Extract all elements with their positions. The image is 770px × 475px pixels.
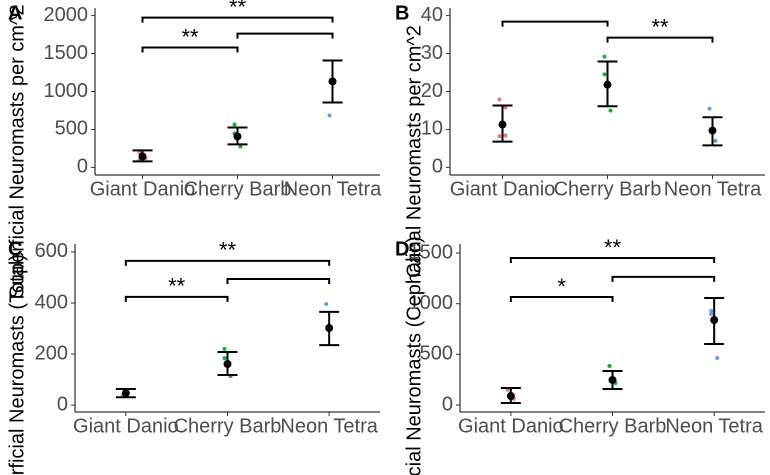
data-point: [607, 363, 612, 368]
x-tick-label: Giant Danio: [73, 415, 179, 437]
y-tick-label: 20: [421, 80, 443, 102]
significance-bracket: [509, 256, 716, 263]
mean-dot: [138, 152, 147, 161]
y-tick-label: 40: [421, 4, 443, 26]
significance-label: **: [229, 0, 247, 19]
significance-bracket: [509, 295, 614, 302]
significance-label: **: [168, 274, 186, 299]
data-point: [232, 122, 237, 127]
significance-label: **: [219, 238, 237, 263]
mean-dot: [603, 80, 612, 89]
significance-bracket: [226, 277, 331, 284]
significance-bracket: [611, 275, 716, 282]
x-tick-label: Neon Tetra: [284, 178, 382, 200]
y-tick-label: 2000: [44, 4, 89, 26]
x-tick-label: Neon Tetra: [664, 178, 762, 200]
y-tick-label: 500: [420, 343, 453, 365]
y-tick-label: 500: [55, 118, 88, 140]
significance-label: **: [604, 235, 622, 260]
data-point: [238, 144, 243, 149]
x-tick-label: Neon Tetra: [665, 415, 763, 437]
data-point: [709, 312, 714, 317]
y-axis-title: Superficial Neuromasts per cm^2: [6, 5, 28, 299]
data-point: [503, 133, 508, 138]
y-tick-label: 0: [442, 393, 453, 415]
mean-dot: [325, 324, 334, 332]
mean-dot: [506, 391, 515, 400]
x-tick-label: Giant Danio: [458, 415, 564, 437]
data-point: [497, 134, 502, 139]
y-tick-label: 1500: [409, 241, 454, 263]
y-tick-label: 1000: [44, 80, 89, 102]
data-point: [222, 356, 227, 361]
y-axis-title: Superficial Neuromasts (Cephalic): [403, 236, 425, 475]
y-tick-label: 10: [421, 118, 443, 140]
y-axis-title: Superficial Neuromasts (Total): [6, 254, 28, 475]
mean-dot: [710, 315, 719, 324]
significance-bracket: [124, 295, 229, 302]
data-point: [222, 346, 227, 351]
significance-label: **: [651, 14, 669, 39]
data-point: [602, 72, 607, 77]
data-point: [602, 54, 607, 59]
y-tick-label: 200: [35, 342, 68, 364]
significance-bracket: [236, 32, 334, 39]
data-point: [608, 108, 613, 113]
data-point: [707, 106, 712, 111]
mean-dot: [233, 132, 242, 141]
y-tick-label: 1000: [409, 292, 454, 314]
panel-label: A: [8, 2, 22, 24]
panel-label: B: [395, 2, 409, 24]
y-tick-label: 0: [57, 393, 68, 415]
mean-dot: [608, 375, 617, 384]
y-tick-label: 600: [35, 240, 68, 262]
data-point: [713, 138, 718, 143]
y-tick-label: 400: [35, 291, 68, 313]
significance-label: **: [181, 24, 199, 49]
mean-dot: [498, 120, 507, 129]
mean-dot: [121, 389, 130, 398]
significance-bracket: [141, 16, 334, 23]
x-tick-label: Cherry Barb: [554, 178, 662, 200]
significance-label: *: [557, 274, 566, 299]
data-point: [324, 302, 329, 306]
x-tick-label: Cherry Barb: [184, 178, 292, 200]
x-tick-label: Cherry Barb: [559, 415, 667, 437]
significance-bracket: [141, 46, 239, 53]
data-point: [715, 355, 720, 360]
y-tick-label: 30: [421, 42, 443, 64]
x-tick-label: Giant Danio: [90, 178, 196, 200]
x-tick-label: Neon Tetra: [280, 415, 378, 437]
panel-label: C: [8, 238, 22, 260]
mean-dot: [328, 77, 337, 86]
y-tick-label: 0: [432, 156, 443, 178]
significance-bracket: [124, 259, 331, 266]
significance-bracket: [606, 36, 714, 43]
y-tick-label: 0: [77, 156, 88, 178]
y-tick-label: 1500: [44, 42, 89, 64]
x-tick-label: Cherry Barb: [174, 415, 282, 437]
mean-dot: [223, 360, 232, 368]
data-point: [709, 308, 714, 313]
mean-dot: [708, 126, 717, 135]
data-point: [497, 97, 502, 102]
panel-label: D: [395, 238, 409, 260]
y-axis-title: Canal Neuromasts per cm^2: [403, 25, 425, 278]
x-tick-label: Giant Danio: [450, 178, 556, 200]
significance-bracket: [501, 20, 609, 27]
data-point: [327, 113, 332, 118]
